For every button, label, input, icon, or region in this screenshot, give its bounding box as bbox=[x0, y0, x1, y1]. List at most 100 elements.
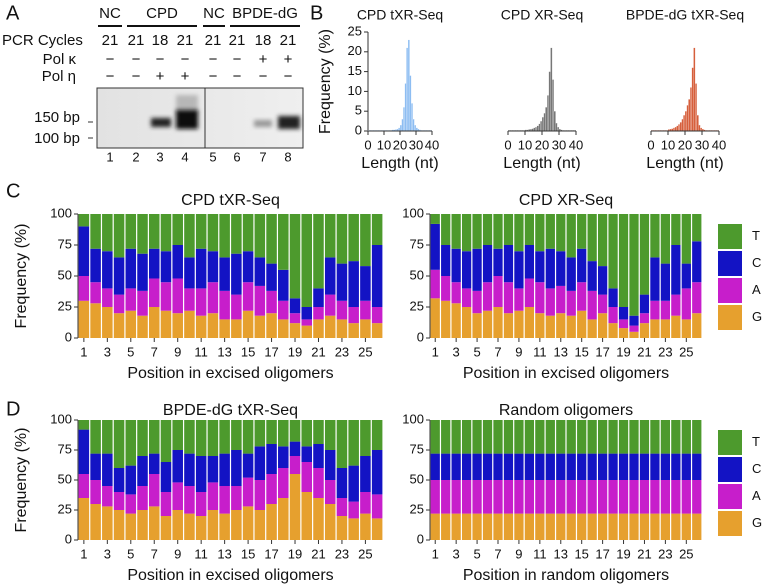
bar-segment bbox=[195, 288, 207, 316]
bar-segment bbox=[242, 214, 254, 252]
bar-segment bbox=[207, 313, 219, 338]
bar-segment bbox=[556, 480, 566, 514]
row-value: − bbox=[284, 68, 293, 85]
bar-segment bbox=[207, 482, 219, 510]
bar-segment bbox=[324, 214, 336, 258]
bar-segment bbox=[137, 253, 148, 291]
bar-segment bbox=[242, 282, 254, 311]
bar-segment bbox=[461, 214, 472, 252]
bar-segment bbox=[566, 453, 576, 480]
row-value: 21 bbox=[128, 32, 145, 49]
histogram-bar bbox=[686, 105, 689, 132]
bar-segment bbox=[231, 214, 242, 254]
bar-segment bbox=[301, 325, 313, 338]
bar-segment bbox=[597, 513, 608, 540]
bar-segment bbox=[113, 294, 125, 314]
bar-segment bbox=[587, 480, 597, 514]
bar-segment bbox=[618, 307, 629, 320]
bar-segment bbox=[301, 214, 313, 307]
x-tick-label: 19 bbox=[616, 546, 630, 561]
bar-segment bbox=[207, 420, 219, 456]
bar-segment bbox=[441, 300, 451, 338]
bar-segment bbox=[242, 310, 254, 338]
y-tick-label: 75 bbox=[410, 441, 424, 456]
bar-segment bbox=[137, 214, 148, 254]
row-value: 21 bbox=[102, 32, 119, 49]
y-tick-label: 0 bbox=[417, 531, 424, 546]
legend-label: A bbox=[752, 488, 761, 503]
bar-segment bbox=[681, 420, 691, 454]
bar-segment bbox=[597, 480, 608, 514]
histogram-bar bbox=[535, 126, 538, 132]
row-value: − bbox=[209, 51, 218, 68]
bar-segment bbox=[618, 214, 629, 307]
bar-segment bbox=[148, 307, 160, 338]
bar-segment bbox=[514, 513, 524, 540]
y-tick-label: 0 bbox=[355, 122, 362, 137]
bar-segment bbox=[313, 498, 324, 540]
x-tick-label: 20 bbox=[678, 137, 692, 152]
bar-segment bbox=[441, 276, 451, 301]
bar-segment bbox=[650, 214, 660, 258]
y-tick-label: 25 bbox=[58, 298, 72, 313]
bar-segment bbox=[336, 263, 348, 301]
bar-segment bbox=[184, 310, 195, 338]
chart-title: CPD XR-Seq bbox=[501, 7, 583, 23]
bar-segment bbox=[587, 261, 597, 291]
bar-segment bbox=[231, 420, 242, 450]
bar-segment bbox=[587, 214, 597, 262]
bar-segment bbox=[207, 251, 219, 283]
bar-segment bbox=[472, 513, 482, 540]
bar-segment bbox=[184, 257, 195, 289]
bar-segment bbox=[371, 245, 383, 307]
legend-label: G bbox=[752, 309, 762, 324]
bar-segment bbox=[451, 303, 461, 338]
histogram-bar bbox=[688, 99, 691, 132]
legend-swatch bbox=[718, 457, 742, 482]
bar-segment bbox=[514, 420, 524, 454]
x-tick-label: 21 bbox=[637, 344, 651, 359]
bar-segment bbox=[430, 453, 440, 480]
bar-segment bbox=[535, 453, 545, 480]
x-tick-label: 3 bbox=[104, 546, 111, 561]
bar-segment bbox=[566, 290, 576, 316]
histogram-bar bbox=[414, 124, 417, 132]
bar-segment bbox=[482, 214, 493, 245]
x-tick-label: 13 bbox=[217, 546, 231, 561]
bar-segment bbox=[207, 456, 219, 483]
bar-segment bbox=[629, 513, 639, 540]
bar-segment bbox=[472, 313, 482, 338]
bar-segment bbox=[102, 307, 113, 338]
y-tick-label: 75 bbox=[58, 236, 72, 251]
bar-segment bbox=[681, 319, 691, 338]
bar-segment bbox=[125, 214, 137, 249]
row-value: − bbox=[233, 68, 242, 85]
bar-segment bbox=[113, 492, 125, 510]
bar-segment bbox=[289, 298, 301, 314]
bar-segment bbox=[503, 420, 514, 454]
bar-segment bbox=[441, 214, 451, 245]
row-label: Pol κ bbox=[43, 51, 77, 68]
bar-segment bbox=[577, 420, 587, 454]
bar-segment bbox=[278, 319, 289, 338]
bar-segment bbox=[90, 214, 101, 249]
bar-segment bbox=[278, 446, 289, 468]
bar-segment bbox=[608, 513, 618, 540]
y-tick-label: 50 bbox=[58, 471, 72, 486]
bar-segment bbox=[618, 513, 629, 540]
bar-segment bbox=[172, 313, 183, 338]
bar-segment bbox=[681, 480, 691, 514]
x-axis-label: Position in excised oligomers bbox=[463, 365, 669, 382]
bar-segment bbox=[503, 453, 514, 480]
x-tick-label: 3 bbox=[453, 344, 460, 359]
bar-segment bbox=[172, 420, 183, 450]
bar-segment bbox=[195, 214, 207, 249]
gel-band bbox=[254, 120, 272, 127]
x-tick-label: 5 bbox=[473, 546, 480, 561]
bar-segment bbox=[671, 513, 681, 540]
bar-segment bbox=[587, 319, 597, 338]
bar-segment bbox=[608, 453, 618, 480]
x-tick-label: 1 bbox=[80, 344, 87, 359]
bar-segment bbox=[639, 453, 650, 480]
bar-segment bbox=[650, 513, 660, 540]
